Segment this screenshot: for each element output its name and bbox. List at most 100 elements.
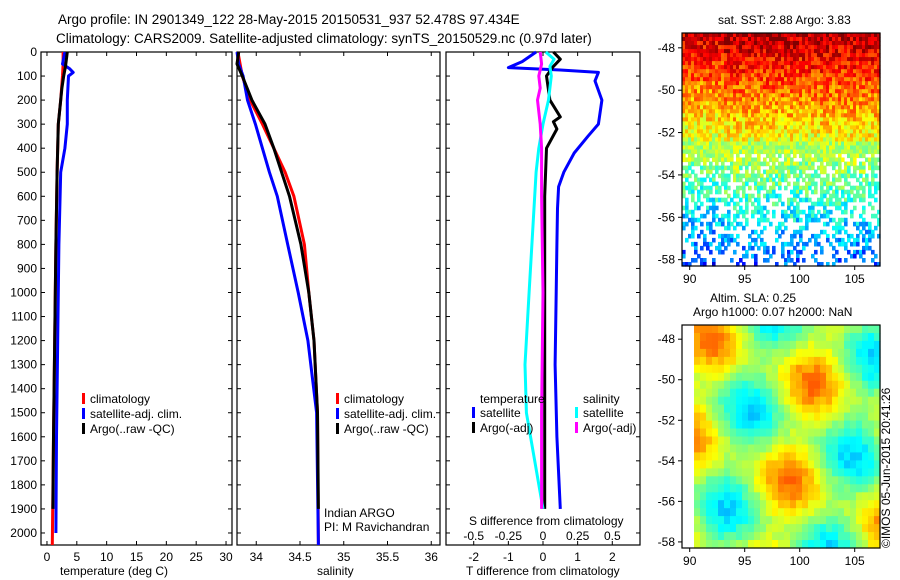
map-cell	[808, 141, 812, 147]
map-cell	[859, 33, 863, 38]
map-cell	[685, 262, 689, 267]
map-cell	[874, 133, 878, 138]
map-cell	[778, 165, 782, 171]
map-cell	[700, 356, 707, 366]
map-cell	[859, 221, 863, 227]
map-cell	[703, 241, 707, 247]
map-cell	[871, 193, 875, 199]
map-cell	[865, 245, 869, 251]
map-cell	[691, 85, 695, 90]
map-cell	[805, 113, 809, 118]
map-cell	[835, 193, 839, 199]
map-cell	[790, 65, 794, 70]
map-cell	[814, 189, 818, 195]
map-cell	[697, 93, 701, 98]
map-cell	[811, 125, 815, 130]
map-cell	[775, 117, 779, 122]
map-cell	[799, 49, 803, 54]
map-cell	[856, 137, 860, 142]
map-cell	[859, 129, 863, 134]
map-cell	[769, 53, 773, 58]
map-cell	[841, 145, 845, 151]
map-cell	[748, 93, 752, 98]
map-cell	[697, 69, 701, 74]
map-cell	[874, 53, 878, 58]
map-cell	[685, 125, 689, 130]
map-cell	[730, 348, 737, 358]
map-cell	[772, 460, 779, 469]
map-cell	[709, 161, 713, 167]
map-cell	[682, 93, 686, 98]
map-cell	[733, 73, 737, 78]
map-cell	[751, 57, 755, 62]
map-cell	[862, 65, 866, 70]
map-cell	[868, 149, 872, 155]
map-cell	[766, 97, 770, 102]
map-cell	[712, 133, 716, 138]
map-cell	[805, 121, 809, 126]
map-cell	[877, 105, 881, 110]
map-cell	[742, 97, 746, 102]
map-cell	[847, 37, 851, 42]
map-cell	[874, 33, 878, 38]
map-cell	[814, 93, 818, 98]
map-cell	[682, 221, 686, 227]
map-cell	[730, 153, 734, 159]
map-cell	[820, 428, 827, 438]
map-cell	[754, 444, 761, 454]
map-cell	[775, 149, 779, 155]
map-cell	[772, 37, 776, 42]
map-cell	[760, 65, 764, 70]
map-cell	[838, 229, 842, 235]
map-cell	[706, 205, 710, 211]
map-cell	[754, 356, 761, 366]
map-cell	[760, 209, 764, 215]
map-cell	[868, 436, 875, 446]
map-cell	[757, 157, 761, 163]
map-cell	[805, 225, 809, 231]
map-cell	[748, 53, 752, 58]
map-cell	[799, 233, 803, 239]
map-cell	[832, 181, 836, 187]
map-cell	[736, 221, 740, 227]
map-cell	[742, 348, 749, 358]
map-cell	[700, 452, 707, 461]
map-cell	[808, 476, 815, 485]
map-cell	[730, 460, 737, 469]
map-cell	[817, 149, 821, 155]
map-cell	[820, 185, 824, 191]
map-cell	[766, 189, 770, 195]
map-cell	[805, 69, 809, 74]
map-cell	[790, 372, 797, 382]
map-cell	[877, 121, 881, 126]
map-cell	[721, 149, 725, 155]
map-cell	[832, 73, 836, 78]
map-cell	[832, 444, 839, 454]
map-cell	[724, 476, 731, 485]
map-cell	[835, 81, 839, 86]
map-cell	[781, 53, 785, 58]
map-cell	[796, 65, 800, 70]
map-cell	[862, 508, 869, 517]
map-cell	[697, 145, 701, 151]
map-cell	[871, 153, 875, 159]
map-cell	[835, 61, 839, 66]
map-cell	[685, 133, 689, 138]
map-cell	[724, 237, 728, 243]
map-cell	[682, 149, 686, 155]
map-cell	[745, 117, 749, 122]
map-cell	[796, 161, 800, 167]
map-cell	[874, 129, 878, 134]
map-cell	[802, 388, 809, 398]
map-cell	[712, 157, 716, 163]
map-cell	[709, 169, 713, 175]
map-cell	[796, 133, 800, 138]
map-cell	[730, 492, 737, 501]
map-cell	[838, 325, 845, 334]
map-cell	[838, 173, 842, 179]
map-cell	[763, 97, 767, 102]
map-cell	[694, 81, 698, 86]
map-cell	[820, 516, 827, 525]
map-cell	[826, 213, 830, 219]
map-cell	[712, 97, 716, 102]
